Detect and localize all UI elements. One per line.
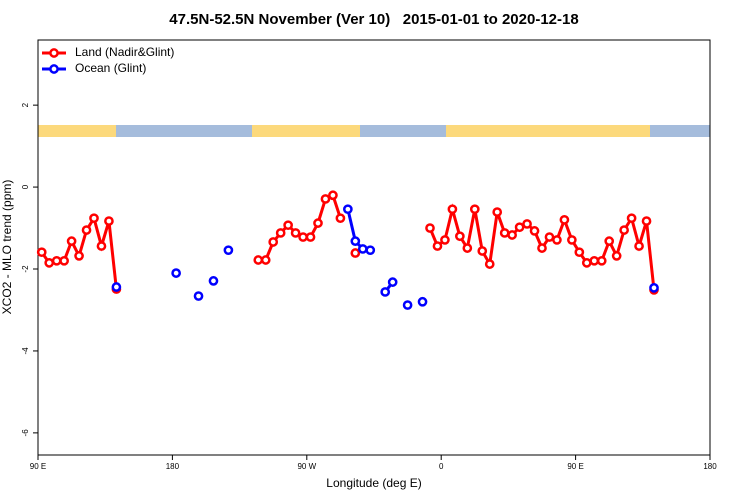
data-point bbox=[111, 282, 122, 292]
data-point bbox=[51, 255, 62, 266]
legend-label: Land (Nadir&Glint) bbox=[75, 45, 174, 59]
data-point bbox=[581, 258, 592, 268]
series-line bbox=[258, 193, 342, 262]
data-point bbox=[626, 213, 637, 224]
data-point bbox=[290, 228, 301, 238]
x-tick-label: 90 E bbox=[30, 462, 46, 471]
data-point bbox=[380, 287, 391, 297]
data-point bbox=[320, 194, 331, 204]
data-point bbox=[350, 248, 361, 258]
data-point bbox=[596, 255, 607, 266]
data-point bbox=[604, 236, 615, 247]
data-point bbox=[44, 258, 55, 268]
data-point bbox=[260, 255, 271, 265]
data-point bbox=[634, 241, 644, 251]
data-point bbox=[649, 283, 659, 293]
data-point bbox=[96, 241, 107, 251]
plot-frame bbox=[37, 39, 711, 456]
y-tick-label: -2 bbox=[21, 265, 30, 273]
legend-marker bbox=[49, 64, 59, 74]
data-point bbox=[223, 245, 234, 256]
data-point bbox=[193, 291, 204, 301]
legend-marker bbox=[49, 48, 59, 58]
x-tick-label: 90 E bbox=[567, 462, 583, 471]
data-point bbox=[447, 204, 458, 215]
data-point bbox=[417, 296, 428, 307]
data-point bbox=[275, 228, 286, 238]
data-point bbox=[589, 255, 600, 266]
data-point bbox=[507, 230, 517, 240]
data-point bbox=[514, 222, 525, 233]
x-tick-label: 0 bbox=[439, 462, 444, 471]
y-tick-label: -4 bbox=[21, 347, 30, 355]
data-point bbox=[104, 216, 114, 226]
data-point bbox=[522, 219, 532, 229]
data-point bbox=[619, 225, 629, 235]
data-point bbox=[313, 218, 323, 228]
data-point bbox=[544, 232, 555, 242]
data-point bbox=[283, 220, 293, 231]
data-point bbox=[328, 190, 338, 201]
y-axis-label: XCO2 - MLO trend (ppm) bbox=[0, 180, 14, 315]
data-point bbox=[36, 247, 47, 258]
data-point bbox=[350, 236, 361, 247]
x-axis-label: Longitude (deg E) bbox=[326, 476, 421, 490]
data-point bbox=[641, 216, 652, 226]
data-point bbox=[484, 259, 495, 269]
x-tick-label: 90 W bbox=[297, 462, 316, 471]
chart-title: 47.5N-52.5N November (Ver 10) 2015-01-01… bbox=[169, 11, 578, 28]
y-tick-label: 2 bbox=[21, 102, 30, 107]
legend-label: Ocean (Glint) bbox=[75, 61, 146, 75]
data-point bbox=[611, 251, 622, 261]
x-tick-label: 180 bbox=[166, 462, 180, 471]
data-point bbox=[66, 236, 77, 247]
data-point bbox=[74, 251, 84, 261]
data-point bbox=[499, 228, 510, 238]
data-point bbox=[440, 235, 450, 245]
data-point bbox=[469, 204, 480, 215]
data-point bbox=[537, 243, 547, 253]
data-point bbox=[455, 231, 465, 242]
x-tick-label: 180 bbox=[703, 462, 717, 471]
data-point bbox=[567, 235, 577, 245]
land-ocean-strip bbox=[38, 125, 710, 137]
data-point bbox=[365, 245, 376, 256]
data-point bbox=[89, 213, 99, 224]
data-point bbox=[208, 276, 219, 286]
data-point bbox=[425, 223, 435, 233]
data-point bbox=[462, 243, 473, 253]
data-point bbox=[357, 244, 368, 254]
data-point bbox=[559, 214, 570, 225]
data-point bbox=[529, 226, 540, 236]
y-tick-label: -6 bbox=[21, 429, 30, 437]
data-point bbox=[298, 232, 308, 242]
data-point bbox=[253, 255, 264, 265]
y-tick-label: 0 bbox=[21, 184, 30, 189]
data-point bbox=[387, 277, 398, 287]
data-point bbox=[335, 213, 346, 224]
data-point bbox=[477, 246, 488, 256]
data-point bbox=[171, 268, 181, 278]
data-point bbox=[492, 207, 503, 217]
data-point bbox=[81, 225, 92, 235]
data-point bbox=[552, 235, 562, 245]
data-point bbox=[268, 237, 279, 247]
data-point bbox=[305, 232, 316, 242]
data-point bbox=[432, 241, 443, 251]
data-point bbox=[343, 204, 353, 215]
data-point bbox=[402, 300, 413, 310]
data-point bbox=[574, 247, 585, 258]
data-point bbox=[59, 255, 69, 266]
